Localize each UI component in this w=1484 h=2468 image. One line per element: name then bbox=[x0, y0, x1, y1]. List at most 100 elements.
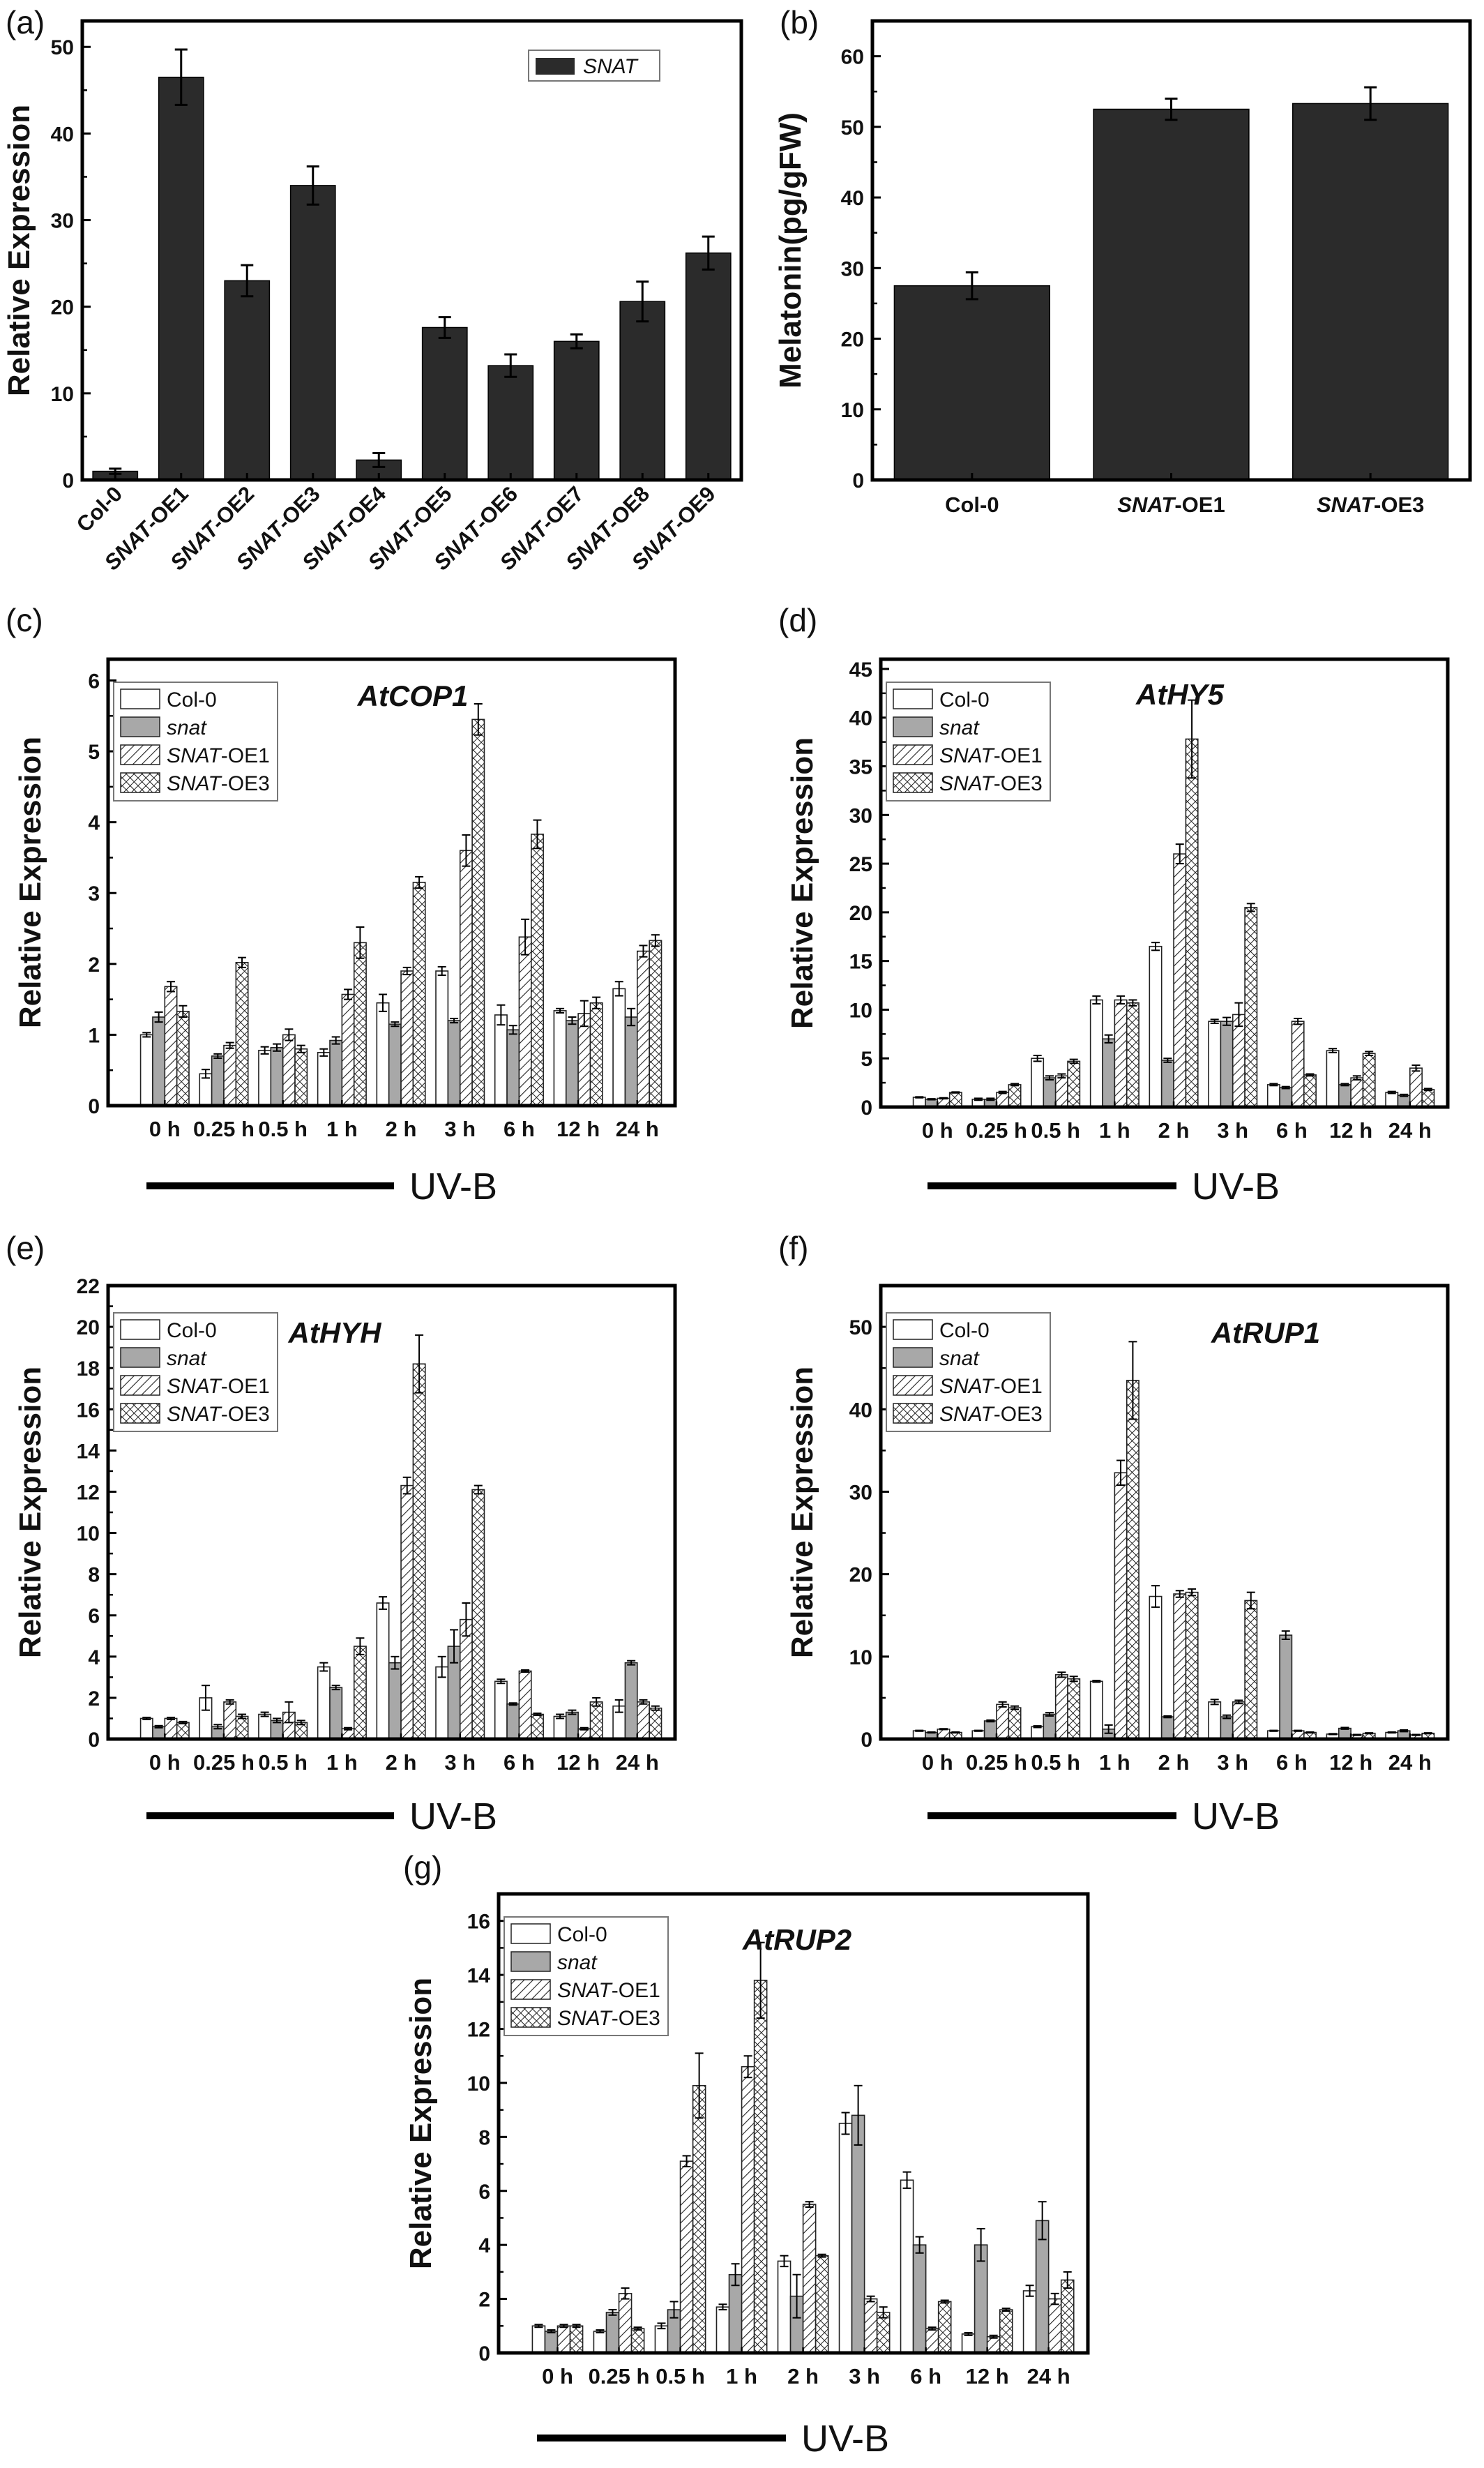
bar bbox=[294, 1048, 308, 1106]
x-tick-label: 1 h bbox=[326, 1750, 358, 1775]
bar bbox=[1291, 1021, 1305, 1108]
bar bbox=[270, 1720, 284, 1740]
bar bbox=[925, 2328, 939, 2354]
bar bbox=[1338, 1084, 1352, 1108]
bar bbox=[1089, 999, 1103, 1108]
bar bbox=[893, 285, 1050, 481]
bar bbox=[630, 2328, 645, 2354]
y-tick-label: 0 bbox=[861, 1097, 872, 1120]
y-tick-label: 40 bbox=[849, 707, 872, 730]
bar bbox=[1266, 1084, 1280, 1108]
bar bbox=[223, 1044, 237, 1106]
legend: Col-0 snat SNAT-OE1 SNAT-OE3 bbox=[503, 1916, 669, 2036]
x-tick-label: 2 h bbox=[1158, 1118, 1190, 1143]
plot-frame bbox=[870, 19, 1472, 482]
x-tick-label: 0 h bbox=[542, 2364, 573, 2388]
y-tick-label: 45 bbox=[849, 659, 872, 682]
x-tick-label: 2 h bbox=[787, 2364, 819, 2388]
bar bbox=[1244, 907, 1258, 1108]
bar bbox=[317, 1666, 331, 1740]
bar bbox=[1114, 999, 1128, 1108]
y-tick-label: 16 bbox=[77, 1399, 100, 1422]
x-tick-label: SNAT-OE3 bbox=[1317, 492, 1424, 517]
y-tick-label: 0 bbox=[852, 469, 864, 492]
y-axis-label: Relative Expression bbox=[2, 105, 36, 396]
x-tick-label: 0.5 h bbox=[258, 1117, 308, 1141]
bar bbox=[471, 718, 485, 1106]
y-tick-label: 40 bbox=[841, 187, 864, 210]
y-axis-label: Melatonin(pg/gFW) bbox=[773, 112, 808, 389]
bar bbox=[211, 1055, 225, 1106]
bar bbox=[494, 1680, 508, 1740]
legend-label: Col-0 bbox=[557, 1923, 607, 1946]
bar bbox=[1093, 108, 1250, 481]
bar bbox=[544, 2331, 559, 2354]
legend-label: SNAT-OE3 bbox=[557, 2007, 660, 2030]
legend-label: SNAT-OE1 bbox=[939, 744, 1043, 767]
bar bbox=[1232, 1014, 1246, 1108]
chart-title: AtRUP1 bbox=[1211, 1316, 1320, 1349]
plot-frame bbox=[879, 657, 1450, 1109]
bar bbox=[728, 2273, 743, 2354]
legend-label: SNAT bbox=[583, 55, 639, 78]
bar bbox=[1031, 1058, 1045, 1108]
x-tick-label: Col-0 bbox=[72, 481, 128, 537]
legend-swatch bbox=[510, 1979, 551, 2000]
legend-swatch bbox=[893, 1319, 933, 1340]
bar bbox=[270, 1046, 284, 1106]
y-tick-label: 50 bbox=[849, 1316, 872, 1339]
y-tick-label: 4 bbox=[478, 2234, 490, 2257]
bar bbox=[553, 340, 600, 481]
bar bbox=[353, 942, 367, 1106]
legend-label: SNAT-OE1 bbox=[167, 744, 270, 767]
legend-swatch bbox=[893, 1375, 933, 1396]
bar bbox=[553, 1715, 567, 1740]
y-tick-label: 10 bbox=[849, 1646, 872, 1669]
bar bbox=[983, 1720, 997, 1740]
y-tick-label: 30 bbox=[849, 804, 872, 827]
bar bbox=[802, 2204, 817, 2354]
bar bbox=[1232, 1701, 1246, 1740]
y-tick-label: 30 bbox=[841, 257, 864, 280]
bar bbox=[1160, 1060, 1174, 1108]
legend: Col-0 snat SNAT-OE1 SNAT-OE3 bbox=[113, 682, 278, 802]
y-tick-label: 14 bbox=[467, 1964, 491, 1987]
legend-label: Col-0 bbox=[167, 689, 217, 712]
y-tick-label: 4 bbox=[88, 1646, 100, 1669]
bar bbox=[1303, 1074, 1317, 1108]
x-tick-label: 1 h bbox=[1099, 1118, 1130, 1143]
legend-label: SNAT-OE3 bbox=[939, 1403, 1043, 1426]
legend-label: SNAT-OE3 bbox=[939, 772, 1043, 795]
bar bbox=[1208, 1701, 1222, 1740]
x-tick-label: 6 h bbox=[1276, 1750, 1308, 1775]
uvb-label: UV-B bbox=[409, 1166, 497, 1207]
chart-title: AtRUP2 bbox=[742, 1923, 851, 1956]
legend-label: snat bbox=[167, 716, 207, 739]
bar bbox=[863, 2298, 878, 2354]
legend-label: SNAT-OE3 bbox=[167, 772, 270, 795]
x-tick-label: 3 h bbox=[849, 2364, 880, 2388]
x-tick-label: 1 h bbox=[1099, 1750, 1130, 1775]
legend-swatch bbox=[893, 689, 933, 709]
legend-label: SNAT-OE1 bbox=[557, 1979, 660, 2002]
bar bbox=[235, 1715, 249, 1740]
bar bbox=[815, 2255, 829, 2354]
bar bbox=[1008, 1707, 1022, 1740]
x-tick-label: 3 h bbox=[444, 1117, 476, 1141]
bar bbox=[341, 993, 355, 1106]
x-tick-label: 0.25 h bbox=[193, 1117, 255, 1141]
legend-swatch bbox=[510, 1923, 551, 1944]
bar bbox=[1067, 1678, 1081, 1740]
bar bbox=[777, 2260, 792, 2354]
legend-swatch bbox=[120, 1403, 160, 1424]
bar bbox=[741, 2066, 755, 2354]
x-tick-label: 24 h bbox=[616, 1117, 659, 1141]
bar bbox=[235, 961, 249, 1106]
bar bbox=[329, 1039, 343, 1106]
bar bbox=[530, 834, 544, 1106]
chart-title: AtHY5 bbox=[1135, 678, 1225, 711]
chart-panel-f: (f) 0 10 20 30 40 50 Relative Expression 0 h 0.25… bbox=[778, 1230, 1450, 1837]
bar bbox=[158, 76, 204, 481]
x-tick-label: 0 h bbox=[149, 1117, 181, 1141]
bar bbox=[753, 1980, 768, 2354]
